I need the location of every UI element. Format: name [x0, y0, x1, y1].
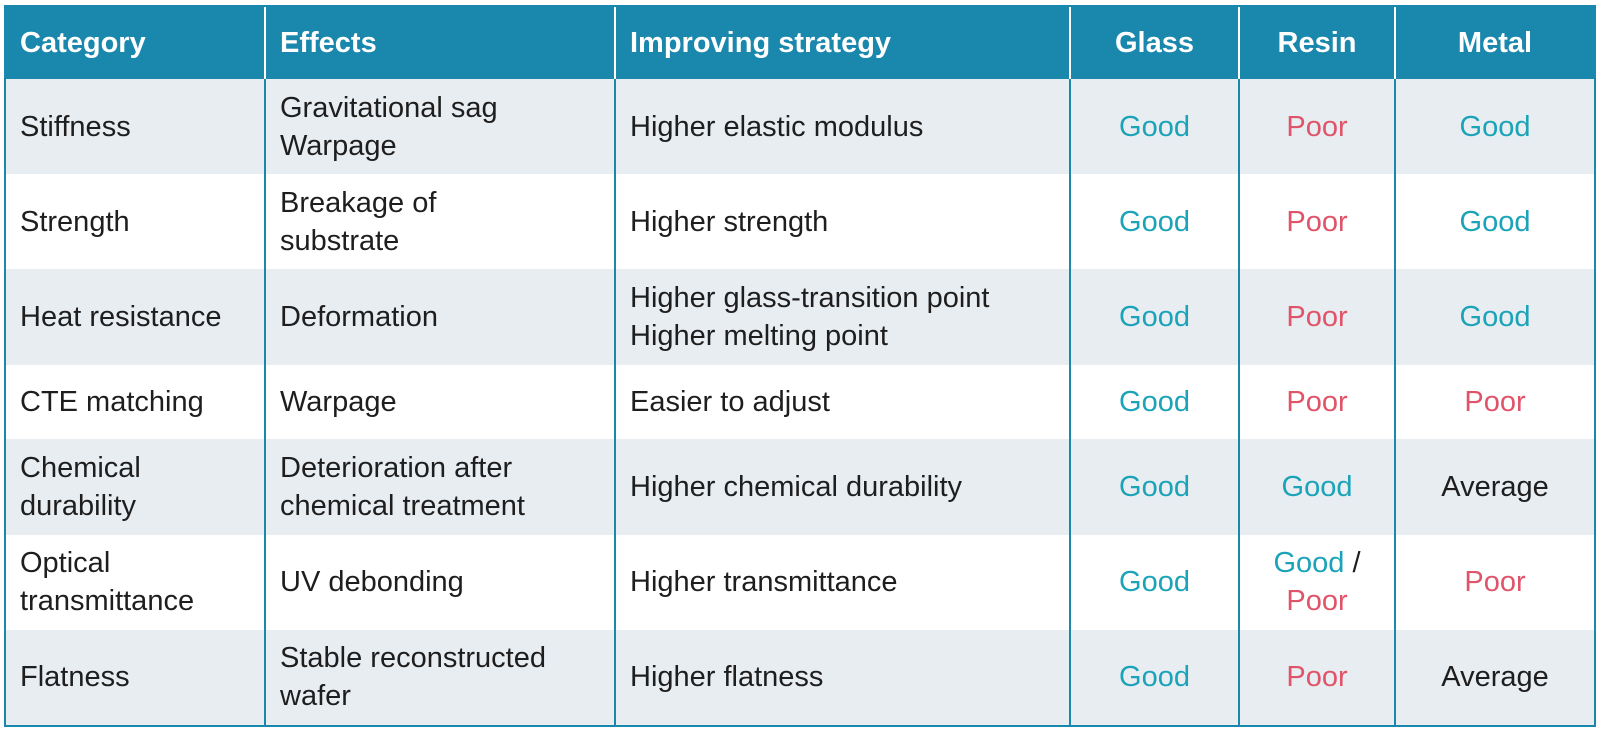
cell-resin: Poor	[1238, 79, 1395, 175]
table-row: Flatness Stable reconstructed wafer High…	[6, 629, 1594, 725]
table-header-row: Category Effects Improving strategy Glas…	[6, 7, 1594, 79]
cell-strategy: Higher flatness	[614, 629, 1070, 725]
cell-glass: Good	[1069, 534, 1239, 630]
cell-glass: Good	[1069, 79, 1239, 175]
cell-glass: Good	[1069, 269, 1239, 365]
header-resin: Resin	[1238, 7, 1395, 79]
cell-category: Strength	[6, 174, 265, 270]
cell-resin: Poor	[1238, 364, 1395, 440]
cell-glass: Good	[1069, 364, 1239, 440]
resin-separator: /	[1344, 547, 1361, 580]
cell-category: Optical transmittance	[6, 534, 265, 630]
cell-effects: Warpage	[264, 364, 615, 440]
cell-resin: Poor	[1238, 174, 1395, 270]
table-row: Strength Breakage of substrate Higher st…	[6, 174, 1594, 270]
cell-category: Stiffness	[6, 79, 265, 175]
table-row: Stiffness Gravitational sag Warpage High…	[6, 79, 1594, 175]
header-metal: Metal	[1394, 7, 1594, 79]
cell-resin: Good	[1238, 439, 1395, 535]
cell-category: Chemical durability	[6, 439, 265, 535]
resin-poor-value: Poor	[1286, 585, 1348, 618]
cell-category: Flatness	[6, 629, 265, 725]
cell-strategy: Higher transmittance	[614, 534, 1070, 630]
cell-category: CTE matching	[6, 364, 265, 440]
cell-metal: Average	[1394, 439, 1594, 535]
resin-good-value: Good	[1273, 547, 1345, 580]
cell-metal: Average	[1394, 629, 1594, 725]
comparison-table-frame: Category Effects Improving strategy Glas…	[4, 5, 1596, 727]
cell-strategy: Easier to adjust	[614, 364, 1070, 440]
cell-effects: UV debonding	[264, 534, 615, 630]
cell-resin: Poor	[1238, 629, 1395, 725]
cell-effects: Deformation	[264, 269, 615, 365]
cell-effects: Stable reconstructed wafer	[264, 629, 615, 725]
cell-metal: Good	[1394, 269, 1594, 365]
cell-category: Heat resistance	[6, 269, 265, 365]
cell-strategy: Higher glass-transition point Higher mel…	[614, 269, 1070, 365]
table-row: Heat resistance Deformation Higher glass…	[6, 269, 1594, 365]
cell-metal: Poor	[1394, 364, 1594, 440]
header-glass: Glass	[1069, 7, 1239, 79]
cell-metal: Good	[1394, 79, 1594, 175]
header-effects: Effects	[264, 7, 615, 79]
cell-metal: Good	[1394, 174, 1594, 270]
cell-resin: Good / Poor	[1238, 534, 1395, 630]
cell-effects: Deterioration after chemical treatment	[264, 439, 615, 535]
cell-metal: Poor	[1394, 534, 1594, 630]
cell-effects: Gravitational sag Warpage	[264, 79, 615, 175]
cell-strategy: Higher elastic modulus	[614, 79, 1070, 175]
table-row: Optical transmittance UV debonding Highe…	[6, 534, 1594, 630]
table-row: Chemical durability Deterioration after …	[6, 439, 1594, 535]
cell-strategy: Higher strength	[614, 174, 1070, 270]
cell-strategy: Higher chemical durability	[614, 439, 1070, 535]
header-strategy: Improving strategy	[614, 7, 1070, 79]
header-category: Category	[6, 7, 265, 79]
cell-glass: Good	[1069, 629, 1239, 725]
cell-effects: Breakage of substrate	[264, 174, 615, 270]
table-row: CTE matching Warpage Easier to adjust Go…	[6, 364, 1594, 440]
cell-glass: Good	[1069, 174, 1239, 270]
cell-glass: Good	[1069, 439, 1239, 535]
cell-resin: Poor	[1238, 269, 1395, 365]
material-comparison-table: Category Effects Improving strategy Glas…	[6, 7, 1594, 725]
